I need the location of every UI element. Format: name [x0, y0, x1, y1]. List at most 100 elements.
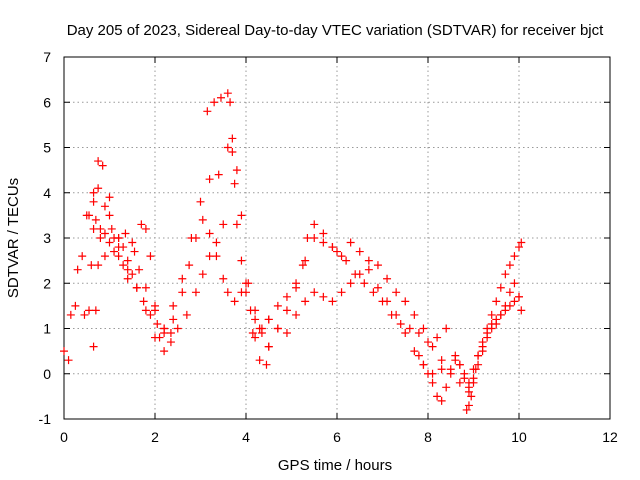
- data-point: [73, 265, 82, 274]
- data-point: [91, 306, 100, 315]
- data-point: [132, 283, 141, 292]
- data-point: [223, 143, 232, 152]
- data-point: [515, 292, 523, 301]
- data-point: [214, 170, 223, 179]
- y-tick-label: 3: [43, 230, 51, 246]
- x-tick-label: 4: [242, 429, 250, 445]
- data-point: [123, 256, 132, 265]
- data-point: [424, 338, 432, 347]
- data-point: [107, 224, 116, 233]
- data-point: [346, 279, 355, 288]
- data-point: [405, 324, 414, 333]
- data-point: [462, 405, 471, 414]
- data-point: [160, 324, 169, 333]
- data-point: [123, 265, 132, 274]
- y-tick-label: 6: [43, 94, 51, 110]
- data-point: [160, 347, 169, 356]
- data-point: [328, 243, 337, 252]
- x-tick-labels: 0 2 4 6 8 10 12: [60, 429, 618, 445]
- data-point: [85, 306, 94, 315]
- data-point: [66, 310, 75, 319]
- x-tick-label: 12: [602, 429, 618, 445]
- data-point: [198, 270, 207, 279]
- data-point: [135, 265, 144, 274]
- data-point: [198, 215, 207, 224]
- data-point: [141, 306, 150, 315]
- data-point: [496, 283, 505, 292]
- data-point: [428, 342, 437, 351]
- data-point: [89, 188, 98, 197]
- data-point: [232, 220, 241, 229]
- y-tick-label: 1: [43, 321, 51, 337]
- data-point: [501, 270, 510, 279]
- data-point: [251, 333, 260, 342]
- y-tick-label: 0: [43, 366, 51, 382]
- data-point: [141, 283, 150, 292]
- data-point: [100, 229, 109, 238]
- data-point: [337, 288, 346, 297]
- data-point: [319, 238, 328, 247]
- data-point: [114, 252, 123, 261]
- data-point: [474, 360, 483, 369]
- y-tick-labels: -1 0 1 2 3 4 5 6 7: [39, 49, 52, 427]
- data-point: [237, 211, 246, 220]
- data-point: [515, 243, 523, 252]
- data-point: [119, 261, 128, 270]
- data-point: [496, 310, 505, 319]
- data-point: [469, 378, 478, 387]
- data-point: [71, 301, 80, 310]
- x-tick-label: 8: [424, 429, 432, 445]
- data-point: [505, 288, 514, 297]
- data-point: [130, 247, 139, 256]
- data-point: [94, 157, 103, 166]
- y-tick-label: 5: [43, 140, 51, 156]
- data-point: [310, 220, 319, 229]
- data-point: [414, 329, 423, 338]
- data-point: [121, 229, 130, 238]
- data-point: [230, 179, 239, 188]
- data-point: [255, 356, 264, 365]
- data-point: [298, 261, 307, 270]
- series-track-3: [80, 211, 228, 356]
- data-point: [392, 310, 401, 319]
- data-point: [248, 329, 257, 338]
- data-point: [442, 324, 451, 333]
- y-tick-label: 4: [43, 185, 51, 201]
- data-point: [501, 306, 510, 315]
- data-point: [282, 292, 291, 301]
- data-point: [383, 274, 392, 283]
- x-tick-label: 0: [60, 429, 68, 445]
- data-point: [94, 261, 103, 270]
- data-point: [471, 365, 480, 374]
- data-point: [100, 202, 109, 211]
- data-point: [510, 297, 519, 306]
- data-point: [510, 279, 519, 288]
- data-point: [137, 220, 146, 229]
- data-point: [433, 333, 442, 342]
- data-point: [242, 288, 250, 297]
- data-point: [264, 342, 273, 351]
- x-tick-label: 10: [511, 429, 527, 445]
- data-point: [424, 369, 432, 378]
- y-axis-label: SDTVAR / TECUs: [5, 178, 22, 298]
- data-point: [464, 383, 473, 392]
- data-point: [328, 297, 337, 306]
- data-point: [64, 356, 73, 365]
- data-point: [105, 211, 114, 220]
- data-point: [455, 378, 464, 387]
- data-point: [478, 342, 487, 351]
- data-point: [230, 297, 239, 306]
- data-point: [401, 297, 410, 306]
- data-point: [437, 396, 446, 405]
- data-point: [333, 247, 341, 256]
- series-track-7: [264, 220, 473, 396]
- data-point: [89, 197, 98, 206]
- data-point: [141, 224, 150, 233]
- data-point: [223, 288, 232, 297]
- data-point: [80, 310, 89, 319]
- data-point: [219, 220, 228, 229]
- data-point: [91, 215, 100, 224]
- data-point: [455, 360, 464, 369]
- data-point: [191, 234, 200, 242]
